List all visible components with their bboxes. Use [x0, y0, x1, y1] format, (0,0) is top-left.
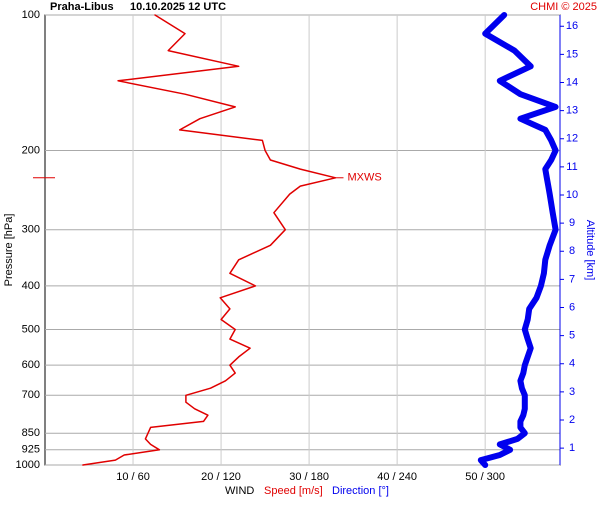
- y-tick-label: 300: [22, 224, 40, 236]
- y2-tick-label: 8: [569, 245, 575, 257]
- series-line: [82, 14, 337, 466]
- y-tick-label: 1000: [16, 459, 40, 471]
- y2-tick-label: 1: [569, 442, 575, 454]
- y2-tick-label: 3: [569, 386, 575, 398]
- y2-tick-label: 10: [566, 189, 578, 201]
- x-tick-label: 30 / 180: [289, 471, 329, 483]
- y2-tick-label: 7: [569, 273, 575, 285]
- y2-tick-label: 15: [566, 48, 578, 60]
- y-tick-label: 925: [22, 444, 40, 456]
- y2-tick-label: 2: [569, 414, 575, 426]
- x-tick-label: 40 / 240: [377, 471, 417, 483]
- y2-tick-label: 11: [566, 161, 577, 173]
- y2-tick-label: 14: [566, 76, 578, 88]
- x-tick-label: 10 / 60: [116, 471, 150, 483]
- y2-tick-label: 12: [566, 133, 578, 145]
- y2-axis-label: Altitude [km]: [584, 220, 596, 281]
- legend-direction: Direction [°]: [332, 485, 389, 497]
- y2-tick-label: 5: [569, 330, 575, 342]
- y-tick-label: 700: [22, 389, 40, 401]
- y2-tick-label: 9: [569, 217, 575, 229]
- y-tick-label: 600: [22, 359, 40, 371]
- x-tick-label: 50 / 300: [465, 471, 505, 483]
- credit: CHMI © 2025: [530, 1, 597, 13]
- y-axis-label: Pressure [hPa]: [3, 214, 15, 287]
- x-tick-label: 20 / 120: [201, 471, 241, 483]
- y2-tick-label: 6: [569, 301, 575, 313]
- y2-tick-label: 13: [566, 105, 578, 117]
- annotation: MXWS: [348, 172, 382, 184]
- y-tick-label: 400: [22, 280, 40, 292]
- y-tick-label: 100: [22, 9, 40, 21]
- y2-tick-label: 4: [569, 358, 575, 370]
- plot-frame: [44, 14, 561, 466]
- y-tick-label: 200: [22, 144, 40, 156]
- x-axis-label: WIND: [225, 485, 254, 497]
- legend-speed: Speed [m/s]: [264, 485, 323, 497]
- y-tick-label: 850: [22, 427, 40, 439]
- chart-subtitle: 10.10.2025 12 UTC: [130, 1, 226, 13]
- chart-title: Praha-Libus: [50, 1, 114, 13]
- y-tick-label: 500: [22, 323, 40, 335]
- series-line: [477, 12, 559, 468]
- y2-tick-label: 16: [566, 20, 578, 32]
